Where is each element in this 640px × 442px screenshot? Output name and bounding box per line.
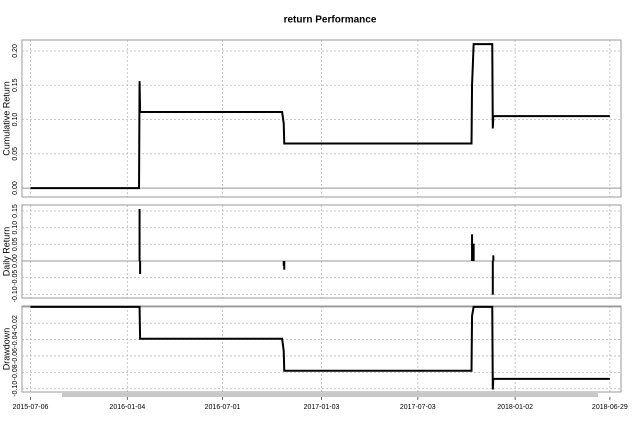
- y-tick-label: -0.08: [12, 364, 19, 380]
- y-tick-label: 0.00: [12, 254, 19, 268]
- x-tick-label: 2016-01-04: [109, 404, 145, 411]
- y-tick-label: 0.15: [12, 204, 19, 218]
- plot-box: [21, 204, 622, 299]
- time-axis-band: [62, 393, 598, 397]
- y-axis-label: Drawdown: [1, 328, 11, 371]
- y-tick-label: -0.10: [12, 381, 19, 397]
- y-tick-label: -0.05: [12, 270, 19, 286]
- x-tick-label: 2016-07-01: [205, 404, 241, 411]
- chart-title: return Performance: [284, 15, 377, 26]
- series-line: [30, 305, 610, 390]
- y-tick-label: 0.15: [12, 78, 19, 92]
- x-tick-label: 2015-07-06: [13, 404, 49, 411]
- x-tick-label: 2018-01-02: [497, 404, 533, 411]
- x-tick-label: 2018-06-29: [592, 404, 628, 411]
- plot-box: [21, 305, 622, 393]
- plot-box: [21, 39, 622, 198]
- y-tick-label: 0.20: [12, 44, 19, 58]
- y-tick-label: -0.06: [12, 348, 19, 364]
- y-tick-label: -0.02: [12, 315, 19, 331]
- x-tick-label: 2017-07-03: [400, 404, 436, 411]
- y-axis-label: Daily Return: [1, 227, 11, 277]
- y-axis-label: Cumulative Return: [1, 81, 11, 156]
- y-tick-label: 0.00: [12, 181, 19, 195]
- y-tick-label: -0.10: [12, 286, 19, 302]
- y-tick-label: -0.04: [12, 332, 19, 348]
- y-tick-label: 0.05: [12, 237, 19, 251]
- y-tick-label: 0.10: [12, 113, 19, 127]
- y-tick-label: 0.10: [12, 221, 19, 235]
- x-tick-label: 2017-01-03: [304, 404, 340, 411]
- y-tick-label: 0.05: [12, 147, 19, 161]
- series-line: [30, 43, 610, 190]
